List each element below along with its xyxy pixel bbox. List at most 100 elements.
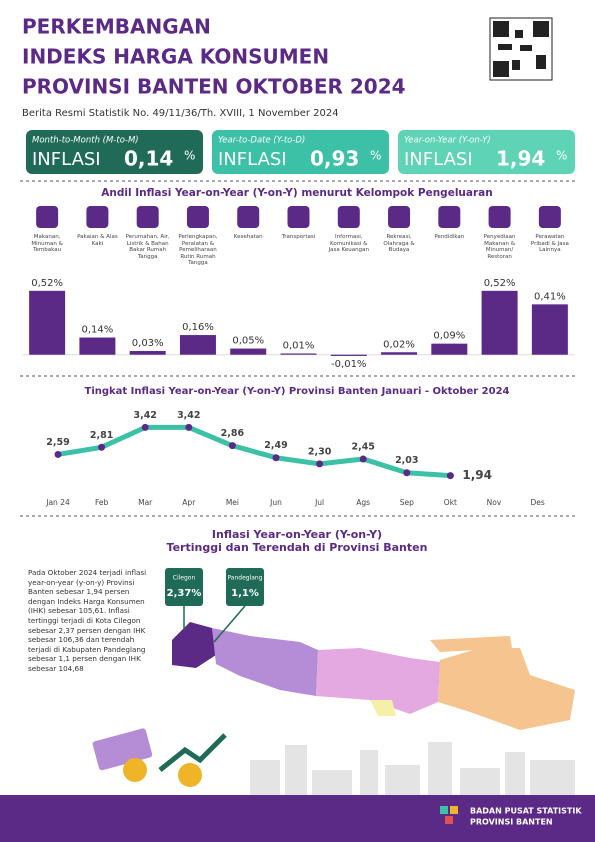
box-value: 1,94 bbox=[496, 147, 545, 171]
category-icon bbox=[86, 206, 109, 228]
bar bbox=[129, 351, 166, 355]
category-label: Pakaian & Alas Kaki bbox=[77, 234, 118, 247]
value-label: 2,59 bbox=[46, 437, 69, 448]
category-label: Rekreasi, Olahraga & Budaya bbox=[383, 234, 415, 253]
category-icon bbox=[287, 206, 310, 228]
box-label: INFLASI bbox=[32, 149, 101, 170]
x-tick-label: Mei bbox=[226, 498, 239, 507]
callout-name: Cilegon bbox=[173, 575, 196, 582]
bar bbox=[431, 343, 468, 355]
category-label: Perlengkapan, Peralatan & Pemeliharaan R… bbox=[178, 234, 218, 266]
box-period: Year-on-Year (Y-on-Y) bbox=[404, 136, 491, 146]
bar bbox=[79, 337, 116, 355]
point bbox=[316, 460, 324, 468]
value-label: 2,03 bbox=[395, 455, 418, 466]
category-label: Informasi, Komunikasi & Jasa Keuangan bbox=[328, 234, 369, 253]
bar bbox=[481, 290, 518, 355]
box-label: INFLASI bbox=[218, 149, 287, 170]
value-label: 0,03% bbox=[132, 338, 164, 349]
category-icon bbox=[186, 206, 209, 228]
map-title: Tertinggi dan Terendah di Provinsi Bante… bbox=[167, 541, 428, 554]
x-tick-label: Jan 24 bbox=[45, 498, 70, 507]
x-tick-label: Des bbox=[530, 498, 544, 507]
category-label: Perumahan, Air, Listrik & Bahan Bakar Ru… bbox=[125, 234, 170, 260]
box-unit: % bbox=[370, 149, 381, 163]
skyline bbox=[250, 742, 575, 795]
bar bbox=[280, 353, 317, 355]
value-label: 2,30 bbox=[308, 446, 332, 457]
category-icon bbox=[488, 206, 511, 228]
box-period: Year-to-Date (Y-to-D) bbox=[218, 136, 305, 146]
bar bbox=[29, 290, 66, 355]
x-tick-label: Jun bbox=[269, 498, 282, 507]
point bbox=[272, 454, 280, 462]
footer-band bbox=[0, 795, 595, 842]
box-period: Month-to-Month (M-to-M) bbox=[32, 136, 139, 146]
category-label: Transportasi bbox=[281, 234, 316, 240]
title-line: PERKEMBANGAN bbox=[22, 15, 211, 39]
x-tick-label: Jul bbox=[314, 498, 324, 507]
value-label: 0,02% bbox=[383, 339, 415, 350]
value-label: 1,94 bbox=[462, 468, 492, 482]
bar bbox=[531, 304, 568, 355]
point bbox=[185, 423, 193, 431]
point bbox=[98, 443, 106, 451]
x-tick-label: Apr bbox=[182, 498, 196, 507]
x-tick-label: Feb bbox=[95, 498, 109, 507]
value-label: 0,09% bbox=[433, 331, 465, 342]
callout-value: 1,1% bbox=[231, 588, 259, 599]
value-label: 2,86 bbox=[221, 428, 245, 439]
value-label: 0,05% bbox=[232, 336, 264, 347]
category-label: Pendidikan bbox=[434, 234, 465, 240]
box bbox=[26, 130, 575, 174]
category-icon bbox=[388, 206, 411, 228]
x-tick-label: Sep bbox=[400, 498, 414, 507]
x-tick-label: Mar bbox=[138, 498, 153, 507]
box-label: INFLASI bbox=[404, 149, 473, 170]
box-unit: % bbox=[184, 149, 195, 163]
chart-title: Tingkat Inflasi Year-on-Year (Y-on-Y) Pr… bbox=[85, 386, 510, 397]
point bbox=[141, 423, 149, 431]
point bbox=[403, 469, 411, 477]
box-unit: % bbox=[556, 149, 567, 163]
value-label: 2,81 bbox=[90, 430, 113, 441]
map bbox=[165, 568, 575, 730]
category-label: Perawatan Pribadi & Jasa Lainnya bbox=[530, 234, 569, 253]
point bbox=[54, 450, 62, 458]
bps-logo bbox=[440, 806, 458, 824]
map-text: Pada Oktober 2024 terjadi inflasi year-o… bbox=[28, 568, 147, 673]
subtitle: Berita Resmi Statistik No. 49/11/36/Th. … bbox=[22, 108, 339, 119]
category-icon bbox=[337, 206, 360, 228]
value-label: 0,14% bbox=[82, 325, 114, 336]
value-label: -0,01% bbox=[331, 359, 366, 370]
chart-title: Andil Inflasi Year-on-Year (Y-on-Y) menu… bbox=[101, 187, 492, 199]
point bbox=[228, 442, 236, 450]
value-label: 2,49 bbox=[264, 440, 287, 451]
bar bbox=[330, 354, 367, 356]
value-label: 0,01% bbox=[283, 340, 315, 351]
x-tick-label: Nov bbox=[487, 498, 502, 507]
value-label: 0,52% bbox=[31, 278, 63, 289]
bar bbox=[230, 348, 267, 355]
map-title: Inflasi Year-on-Year (Y-on-Y) bbox=[212, 528, 382, 541]
box-value: 0,14 bbox=[124, 147, 173, 171]
title-line: PROVINSI BANTEN OKTOBER 2024 bbox=[22, 75, 406, 99]
value-label: 3,42 bbox=[133, 410, 156, 421]
footer-text: BADAN PUSAT STATISTIK bbox=[470, 807, 582, 816]
value-label: 2,45 bbox=[351, 442, 374, 453]
title-line: INDEKS HARGA KONSUMEN bbox=[22, 45, 329, 69]
category-icon bbox=[538, 206, 561, 228]
value-label: 3,42 bbox=[177, 410, 200, 421]
category-label: Makanan, Minuman & Tembakau bbox=[31, 234, 63, 253]
category-icon bbox=[438, 206, 461, 228]
value-label: 0,41% bbox=[534, 291, 566, 302]
qr-code bbox=[489, 17, 553, 81]
value-label: 0,52% bbox=[484, 278, 516, 289]
bar bbox=[381, 352, 418, 355]
x-tick-label: Ags bbox=[356, 498, 370, 507]
category-label: Penyediaan Makanan & Minuman/ Restoran bbox=[483, 234, 516, 260]
value-label: 0,16% bbox=[182, 322, 214, 333]
point bbox=[359, 455, 367, 463]
